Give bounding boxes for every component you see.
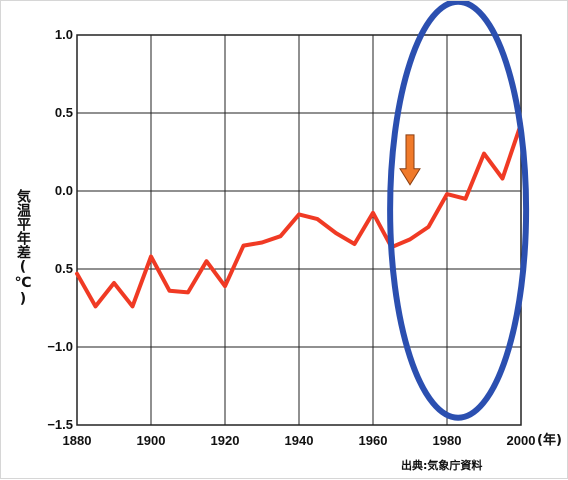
data-point: [279, 234, 282, 238]
data-point: [371, 211, 375, 215]
data-point: [223, 284, 227, 288]
annotations: [387, 1, 530, 421]
tick-labels: 1880 1900 1920 1940 1960 1980 2000 1.0 0.5 0.0 0.5…: [47, 27, 535, 448]
data-point: [260, 240, 264, 244]
y-tick-label: −1.5: [47, 417, 73, 432]
data-point: [94, 304, 97, 308]
data-point: [112, 281, 116, 285]
x-tick-label: 1980: [433, 433, 462, 448]
x-tick-label: 1920: [211, 433, 240, 448]
grid: [76, 34, 522, 426]
data-point: [149, 255, 153, 259]
x-tick-label: 2000: [507, 433, 536, 448]
data-point: [334, 231, 338, 235]
x-tick-label: 1940: [285, 433, 314, 448]
x-axis-unit: (年): [537, 433, 562, 448]
x-tick-label: 1900: [137, 433, 166, 448]
data-point: [464, 197, 467, 201]
data-point: [131, 304, 134, 308]
y-tick-label: 0.5: [55, 261, 73, 276]
data-point: [427, 225, 430, 229]
down-arrow-marker: [399, 134, 421, 186]
x-tick-label: 1960: [359, 433, 388, 448]
highlight-ellipse: [387, 1, 530, 421]
y-tick-label: −1.0: [47, 339, 73, 354]
y-axis-label: 気温平年差(℃): [15, 189, 31, 307]
data-point: [445, 192, 449, 196]
data-point: [168, 289, 171, 293]
data-point: [408, 237, 412, 241]
y-tick-label: 1.0: [55, 27, 73, 42]
y-tick-label: 0.0: [55, 183, 73, 198]
data-point: [297, 212, 301, 216]
data-point: [501, 177, 504, 181]
data-point: [242, 244, 245, 248]
x-tick-label: 1880: [63, 433, 92, 448]
data-point: [353, 242, 356, 246]
data-point: [75, 272, 79, 276]
data-point: [482, 152, 486, 156]
data-point: [316, 217, 319, 221]
data-point: [186, 290, 190, 294]
y-tick-label: 0.5: [55, 105, 73, 120]
data-point: [205, 259, 208, 263]
source-note: 出典:気象庁資料: [401, 459, 483, 472]
